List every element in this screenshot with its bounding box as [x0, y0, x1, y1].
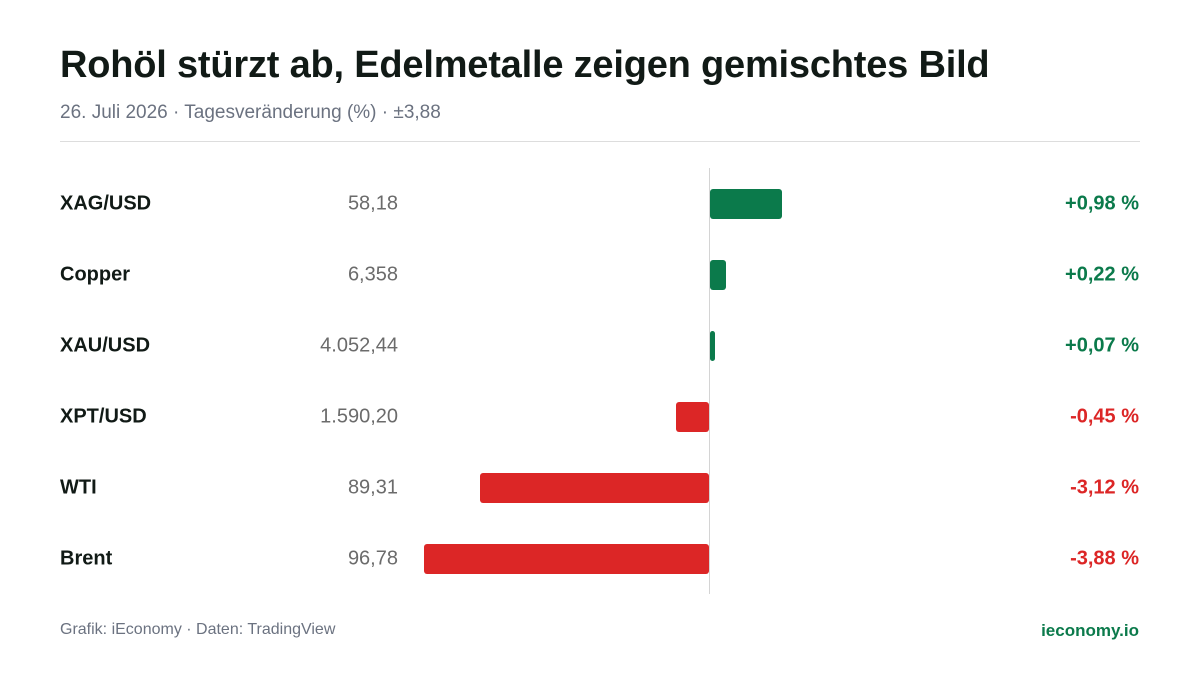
category-label: Brent: [60, 547, 113, 569]
bar: [479, 472, 709, 503]
category-label: WTI: [60, 476, 97, 498]
change-label: -3,88 %: [1070, 547, 1139, 569]
chart-row: XAG/USD 58,18 +0,98 %: [0, 168, 1200, 239]
chart-row: Brent 96,78 -3,88 %: [0, 523, 1200, 594]
chart-title: Rohöl stürzt ab, Edelmetalle zeigen gemi…: [60, 44, 990, 86]
zero-axis-line: [709, 168, 710, 594]
chart-subtitle: 26. Juli 2026 · Tagesveränderung (%) · ±…: [60, 102, 441, 123]
price-value: 96,78: [347, 547, 398, 569]
price-value: 1.590,20: [320, 405, 398, 427]
chart-row: WTI 89,31 -3,12 %: [0, 452, 1200, 523]
category-label: XAU/USD: [60, 334, 151, 356]
change-label: -3,12 %: [1070, 476, 1139, 498]
bar: [710, 330, 716, 361]
change-label: +0,22 %: [1065, 263, 1139, 285]
chart-row: XPT/USD 1.590,20 -0,45 %: [0, 381, 1200, 452]
chart-row: Copper 6,358 +0,22 %: [0, 239, 1200, 310]
price-value: 6,358: [347, 263, 398, 285]
category-label: Copper: [60, 263, 130, 285]
chart-row: XAU/USD 4.052,44 +0,07 %: [0, 310, 1200, 381]
category-label: XAG/USD: [60, 192, 152, 214]
change-label: +0,98 %: [1065, 192, 1139, 214]
header-divider: [60, 141, 1140, 142]
change-label: +0,07 %: [1065, 334, 1139, 356]
bar: [675, 401, 709, 432]
price-value: 4.052,44: [320, 334, 398, 356]
category-label: XPT/USD: [60, 405, 147, 427]
change-label: -0,45 %: [1070, 405, 1139, 427]
bar: [710, 259, 727, 290]
bar: [424, 543, 709, 574]
source-credit: Grafik: iEconomy · Daten: TradingView: [60, 621, 336, 638]
price-value: 58,18: [347, 192, 398, 214]
bar: [710, 188, 782, 219]
site-link[interactable]: ieconomy.io: [1041, 621, 1139, 640]
price-value: 89,31: [347, 476, 398, 498]
